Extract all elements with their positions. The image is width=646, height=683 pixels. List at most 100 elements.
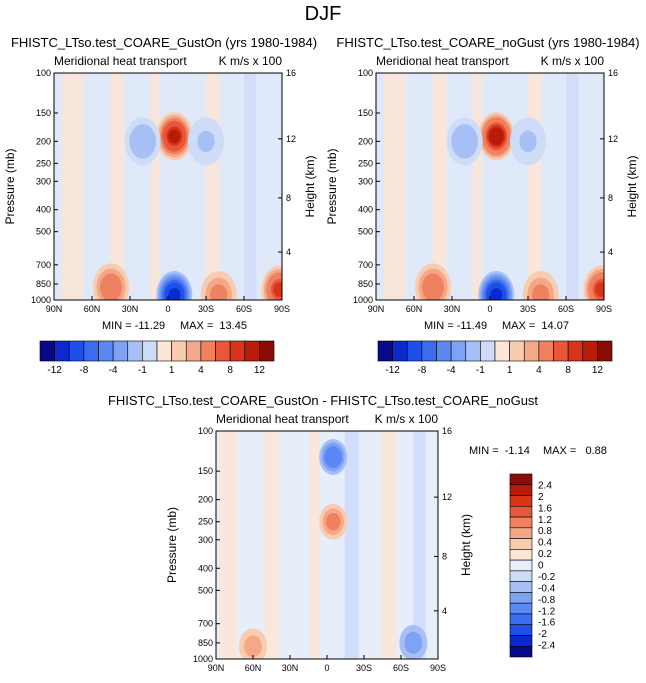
field-stripe — [432, 73, 447, 300]
colorbar-label: 1 — [507, 365, 513, 376]
colorbar-cell — [127, 340, 143, 362]
colorbar-label: -4 — [109, 365, 118, 376]
colorbar-cell — [509, 624, 533, 636]
colorbar-label: 2.4 — [538, 480, 552, 491]
panel1-min-label: MIN = -11.29 — [102, 320, 166, 332]
colorbar-cell — [509, 340, 525, 362]
contour-feature — [188, 117, 224, 166]
contour-feature — [124, 117, 161, 166]
panel3-plot: 90N 60N 30N 0 30S 60S 90S 100 150 200 250 300 400 500… — [165, 426, 473, 673]
y-tick-label: 400 — [36, 205, 51, 215]
colorbar-label: 2 — [538, 492, 544, 503]
colorbar-label: 0.2 — [538, 549, 552, 560]
plot-background — [376, 73, 604, 300]
colorbar-label: -8 — [417, 365, 426, 376]
colorbar-cell — [509, 505, 533, 518]
colorbar-cell — [509, 495, 533, 507]
colorbar-label: 1 — [169, 365, 175, 376]
y-tick-label: 250 — [358, 158, 373, 168]
colorbar-cell — [509, 549, 533, 561]
panel2-title: FHISTC_LTso.test_COARE_noGust (yrs 1980-… — [336, 35, 640, 50]
colorbar-cell — [509, 581, 533, 593]
colorbar-cell — [406, 340, 423, 362]
colorbar-cell — [377, 340, 393, 362]
contour-feature — [510, 117, 546, 166]
x-tick-label: 60N — [84, 304, 101, 314]
x-tick-label: 30N — [444, 304, 461, 314]
y-tick-label: 300 — [198, 535, 213, 545]
y-tick-label: 300 — [36, 176, 51, 186]
field-stripe — [244, 73, 257, 300]
x-tick-label: 90N — [368, 304, 385, 314]
contour-feature — [319, 438, 348, 475]
contour-feature — [261, 265, 282, 300]
x-tick-label: 30N — [282, 663, 299, 673]
field-stripe — [566, 73, 579, 300]
colorbar-cell — [509, 527, 533, 539]
x-tick-label: 60S — [236, 304, 252, 314]
y-tick-label: 700 — [198, 619, 213, 629]
panel3-max-label: MAX = 0.88 — [543, 445, 607, 457]
panel2-plot: 90N 60N 30N 0 30S 60S 90S 100 150 200 250 300 400 500… — [325, 68, 639, 314]
colorbar-label: 4 — [198, 365, 204, 376]
colorbar-cell — [509, 473, 533, 486]
colorbar-cell — [98, 340, 114, 362]
y-axis-label: Pressure (mb) — [3, 148, 17, 224]
contour-feature — [478, 270, 515, 300]
y-right-axis-label: Height (km) — [459, 514, 473, 576]
panel3-title: FHISTC_LTso.test_COARE_GustOn - FHISTC_L… — [107, 393, 539, 408]
colorbar-cell — [465, 340, 481, 362]
colorbar-label: -1 — [138, 365, 147, 376]
y-tick-label: 1000 — [353, 295, 373, 305]
x-tick-label: 90S — [430, 663, 446, 673]
panel3-min-label: MIN = -1.14 — [469, 445, 530, 457]
y-right-tick-label: 16 — [286, 68, 296, 78]
colorbar-label: -8 — [79, 365, 88, 376]
field-stripe — [150, 73, 161, 300]
colorbar-label: -1.6 — [538, 618, 556, 629]
colorbar-cell — [436, 340, 452, 362]
colorbar-label: 8 — [227, 365, 233, 376]
panel3-subtitle-right: K m/s x 100 — [374, 412, 438, 426]
colorbar-label: -2.4 — [538, 641, 556, 652]
colorbar-cell — [567, 340, 584, 362]
colorbar-label: -4 — [447, 365, 456, 376]
colorbar-cell — [200, 340, 216, 362]
x-tick-label: 90S — [274, 304, 290, 314]
colorbar-label: 0 — [538, 561, 544, 572]
field-stripe — [309, 431, 320, 659]
contour-feature — [156, 112, 193, 161]
y-tick-label: 700 — [36, 260, 51, 270]
page-title: DJF — [304, 3, 342, 25]
y-tick-label: 500 — [198, 585, 213, 595]
y-tick-label: 850 — [358, 279, 373, 289]
y-axis-label: Pressure (mb) — [325, 148, 339, 224]
colorbar-cell — [509, 570, 533, 582]
colorbar-2: -12 -8 -4 -1 1 4 8 12 — [377, 340, 613, 376]
colorbar-label: 1.2 — [538, 515, 552, 526]
colorbar-diff: 2.421.61.20.80.40.20-0.2-0.4-0.8-1.2-1.6… — [509, 473, 556, 658]
colorbar-label: 0.4 — [538, 538, 552, 549]
y-tick-label: 400 — [198, 563, 213, 573]
contour-feature — [446, 117, 483, 166]
colorbar-cell — [509, 613, 533, 626]
colorbar-cell — [39, 340, 55, 362]
y-right-tick-label: 12 — [608, 134, 618, 144]
colorbar-label: -0.2 — [538, 572, 556, 583]
colorbar-cell — [494, 340, 510, 362]
contour-feature — [239, 628, 267, 659]
contour-feature — [478, 112, 515, 161]
colorbar-label: -0.8 — [538, 595, 556, 606]
y-axis-label: Pressure (mb) — [165, 507, 179, 583]
colorbar-cell — [392, 340, 408, 362]
y-tick-label: 250 — [36, 158, 51, 168]
colorbar-1: -12 -8 -4 -1 1 4 8 12 — [39, 340, 275, 376]
y-tick-label: 500 — [36, 227, 51, 237]
colorbar-label: -12 — [385, 365, 400, 376]
colorbar-label: 12 — [592, 365, 604, 376]
y-tick-label: 200 — [36, 136, 51, 146]
panel1-max-label: MAX = 13.45 — [180, 320, 247, 332]
field-stripe — [380, 431, 397, 659]
x-tick-label: 60N — [245, 663, 262, 673]
